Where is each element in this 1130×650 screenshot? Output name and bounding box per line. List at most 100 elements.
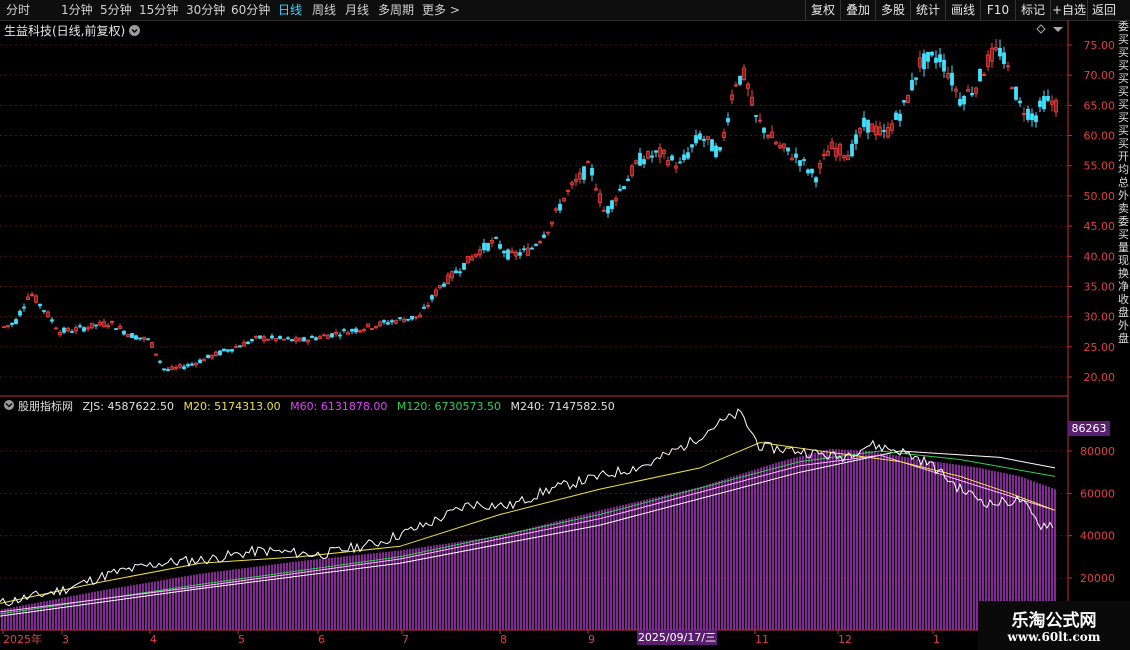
period-toolbar: 分时 1分钟 5分钟 15分钟 30分钟 60分钟 日线 周线 月线 多周期 更… (0, 0, 1130, 21)
candle-body (410, 315, 414, 320)
candle-body (766, 134, 770, 138)
legend-m60: M60: 6131878.00 (290, 400, 388, 413)
candle-body (450, 271, 454, 279)
candle-body (1042, 96, 1046, 110)
price-tick-label: 35.00 (1084, 280, 1116, 293)
tab-fenshi[interactable]: 分时 (6, 3, 31, 17)
candle-body (798, 160, 802, 166)
selected-date-label: 2025/09/17/三 (637, 630, 717, 645)
menu-icon[interactable] (1053, 27, 1063, 32)
candle-body (574, 179, 578, 183)
candle-body (934, 57, 938, 63)
candle-body (362, 329, 366, 332)
candle-body (130, 333, 134, 339)
candle-body (370, 328, 374, 330)
draw-line-button[interactable]: 画线 (945, 0, 980, 20)
candle-body (354, 328, 358, 333)
candle-body (742, 67, 746, 81)
candle-body (834, 147, 838, 157)
tab-monthly[interactable]: 月线 (345, 3, 370, 17)
candle-body (1022, 113, 1026, 115)
f10-button[interactable]: F10 (980, 0, 1015, 20)
candle-body (1030, 113, 1034, 121)
candle-body (246, 341, 250, 345)
tab-5min[interactable]: 5分钟 (100, 3, 132, 17)
candle-body (898, 113, 902, 121)
watermark-title: 乐淘公式网 (1011, 611, 1097, 631)
candle-body (822, 154, 826, 156)
candle-body (234, 346, 238, 348)
candle-body (662, 149, 666, 155)
candle-body (950, 72, 954, 86)
indicator-name[interactable]: 股朋指标网 (18, 400, 73, 413)
candle-body (850, 143, 854, 157)
candle-body (654, 150, 658, 153)
add-favorite-button[interactable]: +自选 (1050, 0, 1087, 20)
dropdown-circle-icon[interactable] (129, 25, 141, 36)
tab-30min[interactable]: 30分钟 (186, 3, 226, 17)
candle-body (342, 329, 346, 332)
candle-body (618, 188, 622, 191)
candle-body (726, 117, 730, 123)
candle-body (762, 127, 766, 133)
tab-multi-period[interactable]: 多周期 (378, 3, 415, 17)
time-tick-label: 6 (318, 633, 325, 646)
candle-body (554, 208, 558, 211)
tab-15min[interactable]: 15分钟 (139, 3, 179, 17)
candle-body (906, 94, 910, 103)
indicator-legend: 股朋指标网 ZJS: 4587622.50 M20: 5174313.00 M6… (4, 398, 621, 414)
candle-body (442, 283, 446, 287)
multi-stock-button[interactable]: 多股 (875, 0, 910, 20)
price-tick-label: 20.00 (1084, 371, 1116, 384)
candle-body (434, 289, 438, 296)
candle-body (1018, 100, 1022, 104)
candle-body (402, 318, 406, 323)
price-tick-label: 65.00 (1084, 99, 1116, 112)
candle-body (146, 338, 150, 341)
candle-body (698, 133, 702, 140)
candle-body (594, 188, 598, 191)
candle-body (198, 359, 202, 364)
candle-body (962, 95, 966, 105)
diamond-icon[interactable] (1036, 24, 1046, 34)
candle-body (810, 168, 814, 174)
tab-1min[interactable]: 1分钟 (61, 3, 93, 17)
candle-body (538, 241, 542, 244)
statistics-button[interactable]: 统计 (910, 0, 945, 20)
collapse-icon[interactable] (4, 400, 14, 410)
tab-weekly[interactable]: 周线 (312, 3, 337, 17)
candle-body (614, 198, 618, 202)
candle-body (682, 154, 686, 161)
candle-body (58, 331, 62, 336)
back-button[interactable]: 返回 (1087, 0, 1120, 20)
candle-body (650, 155, 654, 158)
candle-body (290, 339, 294, 342)
candle-body (94, 324, 98, 327)
candle-body (974, 87, 978, 94)
candle-body (62, 327, 66, 333)
candle-body (74, 327, 78, 332)
m20-line (0, 441, 1056, 604)
candle-body (990, 47, 994, 62)
mark-button[interactable]: 标记 (1015, 0, 1050, 20)
fuquan-button[interactable]: 复权 (805, 0, 840, 20)
candle-body (282, 338, 286, 341)
candle-body (398, 317, 402, 320)
candle-body (926, 51, 930, 62)
candle-body (54, 327, 58, 330)
tab-60min[interactable]: 60分钟 (231, 3, 271, 17)
candle-body (626, 178, 630, 182)
candle-body (634, 160, 638, 165)
candle-body (358, 330, 362, 333)
candle-body (478, 249, 482, 256)
candle-body (910, 79, 914, 91)
tab-daily[interactable]: 日线 (278, 3, 303, 17)
candle-body (10, 322, 14, 325)
candle-body (186, 364, 190, 367)
candle-body (710, 139, 714, 152)
candle-body (522, 248, 526, 251)
right-info-strip[interactable]: 委买买买买买买买买买开均总外卖委买量现换净收盘外盘 (1118, 20, 1129, 345)
tab-more[interactable]: 更多 > (422, 3, 460, 17)
overlay-button[interactable]: 叠加 (840, 0, 875, 20)
